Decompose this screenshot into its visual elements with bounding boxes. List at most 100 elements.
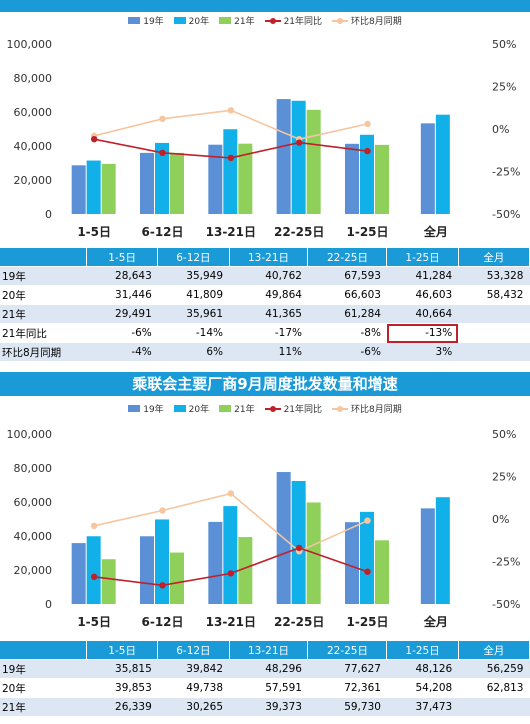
table-row: 21年同比 -6% -14% -17% -8% -13% bbox=[0, 323, 530, 343]
top-point-环比8月同期 bbox=[159, 115, 166, 123]
top-bar-19年 bbox=[208, 144, 223, 214]
table-cell: 39,853 bbox=[86, 678, 158, 698]
table-row-label: 21年 bbox=[0, 304, 87, 324]
table-header-cell: 全月 bbox=[458, 248, 530, 267]
table-header-cell: 6-12日 bbox=[157, 641, 230, 660]
table-cell: 35,815 bbox=[86, 659, 158, 679]
bottom-bar-20年 bbox=[223, 506, 238, 604]
top-bar-20年 bbox=[223, 129, 238, 214]
top-right-tick: -50% bbox=[492, 208, 520, 221]
top-legend-item: 21年 bbox=[219, 14, 255, 27]
table-cell: 66,603 bbox=[307, 285, 387, 305]
legend-label: 21年同比 bbox=[283, 405, 323, 415]
bottom-bar-21年 bbox=[170, 552, 184, 604]
bottom-x-tick: 13-21日 bbox=[206, 615, 256, 629]
table-row: 20年 31,446 41,809 49,864 66,603 46,603 58,432 bbox=[0, 285, 530, 305]
top-legend-item: 19年 bbox=[128, 14, 164, 27]
legend-label: 19年 bbox=[143, 17, 164, 27]
bottom-point-21年同比 bbox=[159, 582, 166, 589]
bottom-left-tick: 80,000 bbox=[14, 462, 53, 475]
table-cell: -6% bbox=[307, 342, 387, 362]
top-left-tick: 0 bbox=[45, 208, 52, 221]
table-cell: 31,446 bbox=[86, 285, 158, 305]
bottom-bar-20年 bbox=[360, 511, 374, 604]
table-cell: 35,961 bbox=[157, 304, 230, 324]
legend-swatch bbox=[173, 405, 186, 412]
table-header-cell: 6-12日 bbox=[157, 248, 230, 267]
top-bar-20年 bbox=[291, 100, 306, 214]
bottom-right-tick: 0% bbox=[492, 513, 509, 526]
top-bar-19年 bbox=[140, 152, 154, 214]
top-bar-20年 bbox=[86, 160, 101, 214]
table-cell bbox=[458, 697, 530, 717]
table-header-cell: 1-25日 bbox=[386, 248, 459, 267]
table-cell: 28,643 bbox=[86, 266, 158, 286]
bottom-point-21年同比 bbox=[295, 544, 303, 552]
table-cell: 67,593 bbox=[307, 266, 387, 286]
table-cell: 30,265 bbox=[157, 697, 230, 717]
table-cell: 26,339 bbox=[86, 697, 158, 717]
table-row-label: 19年 bbox=[0, 266, 87, 286]
legend-swatch bbox=[128, 405, 141, 412]
table-cell: 39,373 bbox=[229, 697, 308, 717]
legend-swatch bbox=[173, 17, 186, 24]
top-point-21年同比 bbox=[295, 139, 303, 146]
table-cell: 6% bbox=[157, 342, 230, 362]
bottom-bar-19年 bbox=[420, 508, 435, 604]
bottom-point-环比8月同期 bbox=[227, 490, 235, 497]
top-bar-21年 bbox=[306, 109, 321, 214]
top-point-21年同比 bbox=[90, 136, 98, 143]
table-cell: 59,730 bbox=[307, 697, 387, 717]
top-x-tick: 全月 bbox=[423, 224, 448, 239]
table-cell: 3% bbox=[386, 342, 459, 362]
legend-line-marker bbox=[264, 405, 281, 412]
top-combo-chart: 0 20,000 40,000 60,000 80,000 100,000 -50% -25%… bbox=[7, 38, 521, 239]
top-right-tick: 0% bbox=[492, 123, 509, 136]
bottom-left-tick: 20,000 bbox=[14, 564, 53, 577]
table-cell: 58,432 bbox=[458, 285, 530, 305]
bottom-bar-21年 bbox=[101, 559, 116, 604]
top-legend-item: 20年 bbox=[173, 14, 209, 27]
bottom-bar-21年 bbox=[375, 540, 389, 604]
bottom-right-tick: -25% bbox=[492, 556, 520, 569]
table-cell: -8% bbox=[307, 323, 387, 343]
table-cell: 57,591 bbox=[229, 678, 308, 698]
table-header-cell: 13-21日 bbox=[229, 248, 309, 267]
table-cell: 40,762 bbox=[229, 266, 308, 286]
top-right-tick: 50% bbox=[492, 38, 516, 51]
legend-label: 21年 bbox=[234, 17, 255, 27]
table-header-cell: 22-25日 bbox=[307, 641, 388, 660]
top-chart-title bbox=[0, 0, 530, 12]
legend-label: 环比8月同期 bbox=[351, 405, 402, 415]
table-row-label: 20年 bbox=[0, 678, 87, 698]
table-cell bbox=[458, 342, 530, 362]
table-cell bbox=[458, 323, 530, 343]
top-x-tick: 6-12日 bbox=[141, 225, 183, 239]
bottom-legend-item: 21年同比 bbox=[264, 402, 323, 415]
table-row: 21年 26,339 30,265 39,373 59,730 37,473 bbox=[0, 697, 530, 717]
table-cell: 40,664 bbox=[386, 304, 459, 324]
top-x-tick: 1-25日 bbox=[346, 225, 388, 239]
top-point-21年同比 bbox=[159, 149, 166, 156]
bottom-x-tick: 6-12日 bbox=[141, 615, 183, 629]
table-row-label: 21年同比 bbox=[0, 323, 87, 343]
top-left-tick: 100,000 bbox=[7, 38, 53, 51]
bottom-legend-item: 21年 bbox=[219, 402, 255, 415]
table-header-cell: 13-21日 bbox=[229, 641, 309, 660]
top-right-tick: 25% bbox=[492, 81, 516, 94]
table-cell: 61,284 bbox=[307, 304, 387, 324]
bottom-point-21年同比 bbox=[90, 573, 98, 580]
top-legend: 19年 20年 21年 21年同比 环比8月同期 bbox=[0, 14, 530, 27]
table-row: 20年 39,853 49,738 57,591 72,361 54,208 62,813 bbox=[0, 678, 530, 698]
top-bar-19年 bbox=[420, 123, 435, 214]
top-legend-item: 21年同比 bbox=[264, 14, 322, 27]
table-row-label: 环比8月同期 bbox=[0, 342, 87, 362]
legend-swatch bbox=[219, 17, 232, 24]
legend-line-marker bbox=[264, 17, 281, 24]
table-cell: 48,296 bbox=[229, 659, 308, 679]
top-left-tick: 40,000 bbox=[14, 140, 53, 153]
bottom-bar-19年 bbox=[140, 536, 154, 604]
top-bar-20年 bbox=[360, 134, 374, 214]
bottom-bar-19年 bbox=[71, 543, 86, 604]
legend-label: 21年 bbox=[234, 405, 255, 415]
